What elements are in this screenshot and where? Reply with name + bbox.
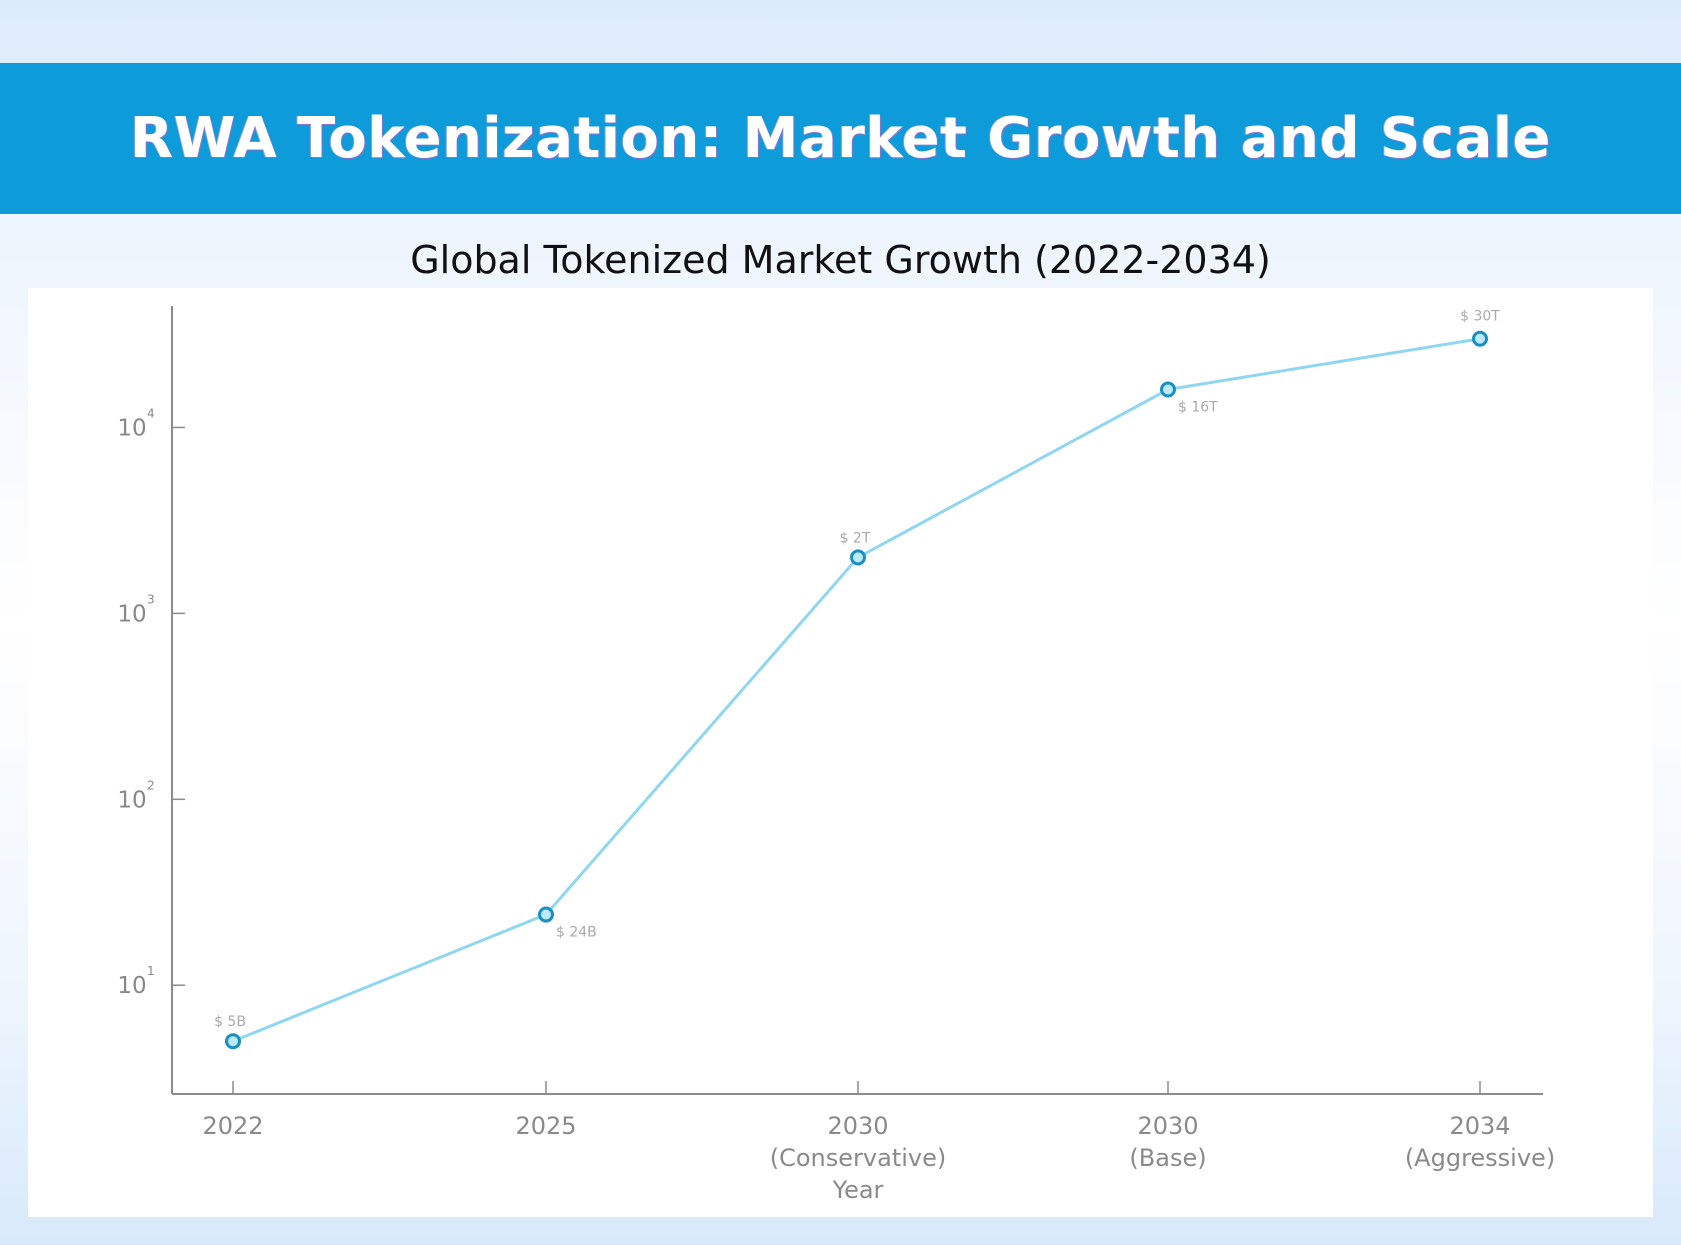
- x-tick-label: 2030: [1137, 1112, 1198, 1140]
- y-tick-exponent: 2: [147, 778, 155, 792]
- y-tick-exponent: 3: [147, 592, 155, 606]
- data-label: $ 24B: [556, 925, 597, 941]
- y-tick-label: 10: [117, 601, 146, 627]
- x-tick-label: (Base): [1129, 1144, 1206, 1172]
- data-point: [225, 1033, 241, 1050]
- y-tick-label: 10: [117, 415, 146, 441]
- y-tick-label: 10: [117, 973, 146, 999]
- x-tick-label: (Conservative): [770, 1144, 946, 1172]
- x-tick-label: 2034: [1449, 1112, 1510, 1140]
- title-banner: RWA Tokenization: Market Growth and Scal…: [0, 63, 1681, 214]
- y-tick-exponent: 4: [147, 406, 155, 420]
- data-point: [1160, 381, 1176, 398]
- x-tick-label: 2022: [202, 1112, 263, 1140]
- data-label: $ 16T: [1178, 399, 1218, 415]
- data-label: $ 30T: [1460, 309, 1500, 325]
- y-tick-label: 10: [117, 787, 146, 813]
- page-title: RWA Tokenization: Market Growth and Scal…: [129, 106, 1552, 171]
- chart-panel: [28, 288, 1653, 1217]
- chart-title: Global Tokenized Market Growth (2022-203…: [410, 238, 1271, 282]
- data-label: $ 5B: [214, 1014, 246, 1030]
- x-tick-label: 2025: [515, 1112, 576, 1140]
- x-axis-title: Year: [832, 1176, 884, 1204]
- data-label: $ 2T: [840, 530, 871, 546]
- data-point: [850, 549, 866, 566]
- x-tick-label: 2030: [827, 1112, 888, 1140]
- data-point: [1472, 330, 1488, 347]
- y-tick-exponent: 1: [147, 964, 155, 978]
- x-tick-label: (Aggressive): [1405, 1144, 1555, 1172]
- data-point: [538, 906, 554, 923]
- series-line: [232, 337, 1481, 1043]
